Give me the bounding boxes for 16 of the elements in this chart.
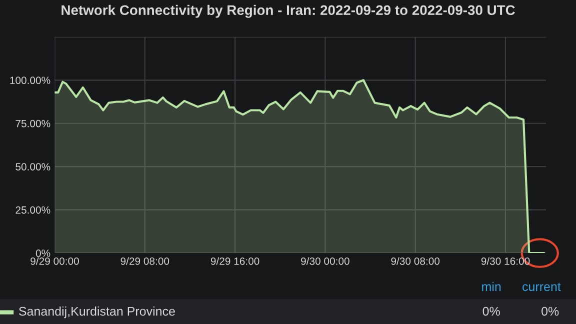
text: current	[522, 282, 561, 292]
y-tick-label: 25.00%	[16, 206, 50, 214]
chart-title: Network Connectivity by Region - Iran: 2022-09-29 to 2022-09-30 UTC	[62, 4, 515, 18]
y-tick-label: 100.00%	[10, 76, 50, 84]
text: 0%	[542, 306, 559, 316]
y-tick-label: 50.00%	[16, 163, 50, 170]
x-tick-label: 9/29 08:00	[120, 257, 170, 265]
y-tick-label: 0%	[36, 250, 50, 257]
x-tick-label: 9/30 00:00	[301, 257, 350, 265]
text: min	[482, 282, 501, 291]
text: 0%	[482, 306, 500, 316]
y-tick-label: 75.00%	[16, 120, 50, 128]
x-tick-label: 9/29 16:00	[210, 257, 260, 265]
legend-label: Sanandij,Kurdistan Province	[19, 306, 175, 318]
x-tick-label: 9/29 00:00	[30, 257, 79, 265]
x-tick-label: 9/30 08:00	[391, 257, 440, 265]
